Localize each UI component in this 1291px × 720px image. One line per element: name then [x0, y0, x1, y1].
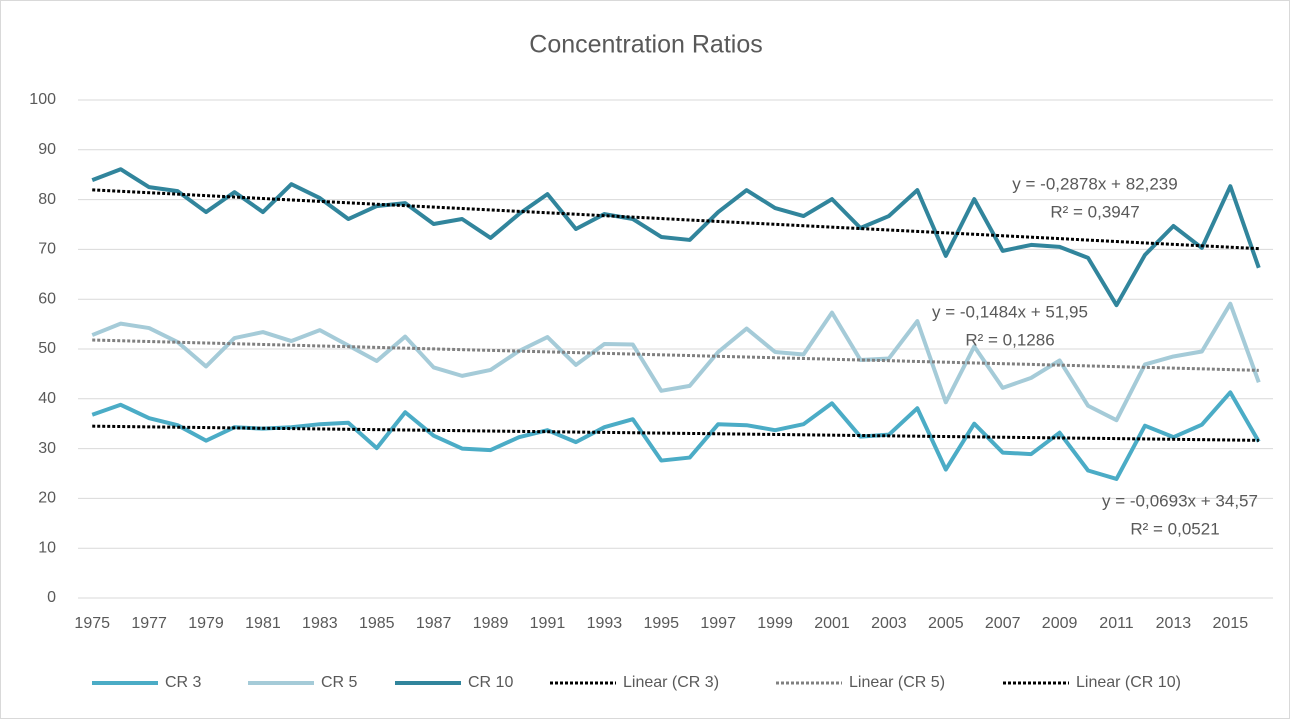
trend-r2: R² = 0,1286	[965, 330, 1054, 349]
x-tick-label: 1979	[188, 615, 224, 632]
trend-equation: y = -0,0693x + 34,57	[1102, 491, 1258, 510]
trend-r2: R² = 0,0521	[1130, 519, 1219, 538]
y-tick-label: 70	[38, 241, 56, 258]
x-tick-label: 2015	[1213, 615, 1249, 632]
x-tick-label: 1985	[359, 615, 395, 632]
x-tick-label: 2011	[1099, 615, 1134, 632]
x-tick-label: 2007	[985, 615, 1021, 632]
y-tick-label: 60	[38, 290, 56, 307]
chart-title: Concentration Ratios	[529, 31, 762, 59]
x-tick-label: 2003	[871, 615, 907, 632]
legend-label: Linear (CR 5)	[849, 674, 945, 691]
trend-equation: y = -0,1484x + 51,95	[932, 302, 1088, 321]
legend-label: Linear (CR 3)	[623, 674, 719, 691]
y-tick-label: 20	[38, 490, 56, 507]
x-tick-label: 1983	[302, 615, 338, 632]
series-line	[91, 301, 1261, 423]
trend-r2: R² = 0,3947	[1050, 202, 1139, 221]
x-tick-label: 1975	[74, 615, 110, 632]
y-tick-label: 50	[38, 340, 56, 357]
x-tick-label: 2005	[928, 615, 964, 632]
y-tick-label: 10	[38, 539, 56, 556]
legend-label: Linear (CR 10)	[1076, 674, 1181, 691]
x-tick-label: 1991	[530, 615, 566, 632]
y-tick-label: 40	[38, 390, 56, 407]
x-tick-label: 1993	[587, 615, 623, 632]
x-tick-label: 2001	[814, 615, 850, 632]
y-tick-label: 30	[38, 440, 56, 457]
x-tick-label: 2013	[1156, 615, 1192, 632]
trend-equation: y = -0,2878x + 82,239	[1012, 174, 1177, 193]
y-tick-label: 90	[38, 141, 56, 158]
legend-label: CR 5	[321, 674, 358, 691]
x-tick-label: 1989	[473, 615, 509, 632]
y-tick-label: 80	[38, 191, 56, 208]
x-tick-label: 2009	[1042, 615, 1078, 632]
x-tick-label: 1995	[643, 615, 679, 632]
x-tick-label: 1981	[245, 615, 281, 632]
trend-line	[92, 424, 1259, 442]
y-tick-label: 100	[29, 91, 56, 108]
y-tick-label: 0	[47, 589, 56, 606]
x-tick-label: 1987	[416, 615, 452, 632]
trend-line	[92, 338, 1259, 372]
x-tick-label: 1999	[757, 615, 793, 632]
legend-label: CR 10	[468, 674, 513, 691]
series-line	[91, 167, 1261, 308]
legend-label: CR 3	[165, 674, 202, 691]
x-tick-label: 1997	[700, 615, 736, 632]
x-tick-label: 1977	[131, 615, 167, 632]
